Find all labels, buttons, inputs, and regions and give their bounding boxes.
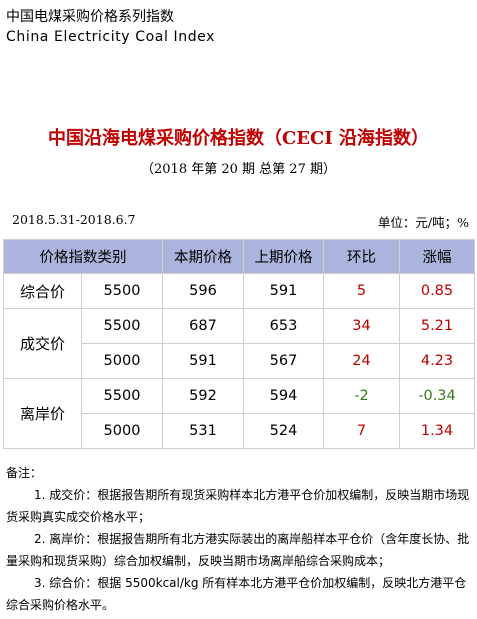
row-change: 5 [323, 273, 400, 309]
notes-label: 备注： [6, 466, 43, 480]
unit-label: 单位：元/吨；% [377, 215, 469, 230]
row-spec: 5000 [81, 343, 163, 379]
row-change: 34 [323, 308, 400, 344]
row-previous: 591 [243, 273, 324, 309]
row-pct: 5.21 [399, 308, 475, 344]
note-item: 2. 离岸价：根据报告期所有北方港实际装出的离岸船样本平仓价（含年度长协、批量采… [6, 532, 470, 568]
table-row: 综合价 5500 596 591 5 0.85 [3, 273, 475, 309]
header-title-en: China Electricity Coal Index [6, 29, 216, 45]
row-category: 成交价 [3, 308, 82, 379]
note-item: 1. 成交价：根据报告期所有现货采购样本北方港平仓价加权编制，反映当期市场现货采… [6, 488, 470, 524]
row-current: 687 [162, 308, 244, 344]
row-pct: 0.85 [399, 273, 475, 309]
row-change: 24 [323, 343, 400, 379]
document-title: 中国沿海电煤采购价格指数（CECI 沿海指数） [47, 128, 430, 149]
header-category: 价格指数类别 [3, 239, 163, 274]
row-pct: 1.34 [399, 413, 475, 449]
row-previous: 594 [243, 378, 324, 414]
row-category: 综合价 [3, 273, 82, 309]
table-row: 5000 531 524 7 1.34 [4, 413, 475, 449]
row-spec: 5500 [81, 273, 163, 309]
notes-section: 备注： 1. 成交价：根据报告期所有现货采购样本北方港平仓价加权编制，反映当期市… [6, 462, 472, 616]
row-spec: 5500 [81, 308, 163, 344]
header-previous: 上期价格 [243, 239, 324, 274]
table-header-row: 价格指数类别 本期价格 上期价格 环比 涨幅 [3, 239, 475, 274]
row-previous: 567 [243, 343, 324, 379]
price-index-table: 价格指数类别 本期价格 上期价格 环比 涨幅 综合价 5500 596 591 … [3, 239, 475, 449]
header-change: 环比 [323, 239, 400, 274]
row-category: 离岸价 [3, 378, 82, 449]
row-current: 591 [162, 343, 244, 379]
document-subtitle: （2018 年第 20 期 总第 27 期） [141, 162, 336, 177]
row-spec: 5000 [81, 413, 163, 449]
header-pct: 涨幅 [399, 239, 475, 274]
row-current: 592 [162, 378, 244, 414]
table-row: 成交价 5500 687 653 34 5.21 [3, 308, 475, 379]
row-change: -2 [323, 378, 400, 414]
header-current: 本期价格 [162, 239, 244, 274]
header-title-cn: 中国电煤采购价格系列指数 [6, 9, 174, 25]
row-pct: 4.23 [399, 343, 475, 379]
row-current: 596 [162, 273, 244, 309]
row-previous: 653 [243, 308, 324, 344]
row-change: 7 [323, 413, 400, 449]
row-current: 531 [162, 413, 244, 449]
row-spec: 5500 [81, 378, 163, 414]
row-pct: -0.34 [399, 378, 475, 414]
note-item: 3. 综合价：根据 5500kcal/kg 所有样本北方港平仓价加权编制，反映北… [6, 576, 467, 612]
date-range: 2018.5.31-2018.6.7 [12, 212, 136, 227]
row-previous: 524 [243, 413, 324, 449]
table-row: 5000 591 567 24 4.23 [4, 343, 475, 379]
table-row: 离岸价 5500 592 594 -2 -0.34 [3, 378, 475, 449]
